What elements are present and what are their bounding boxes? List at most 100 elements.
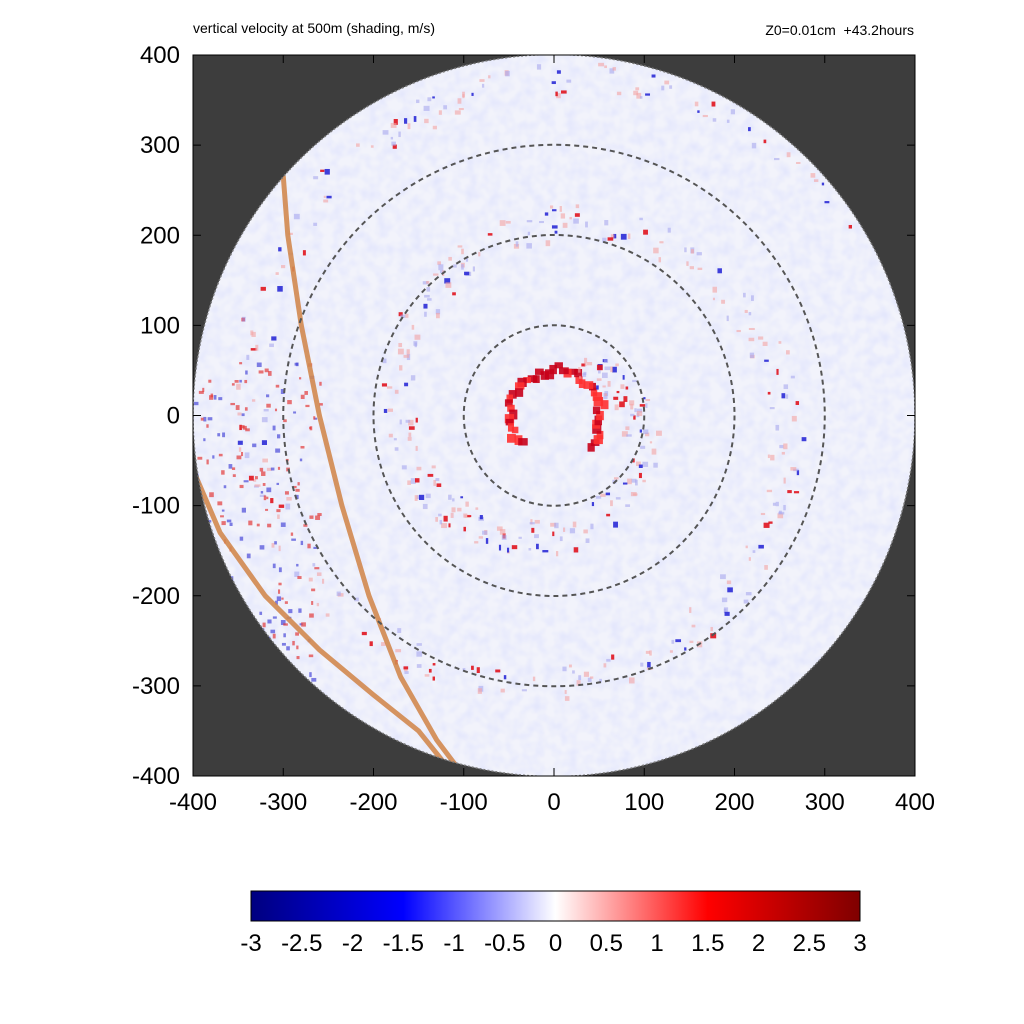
coastline [280, 174, 467, 776]
velocity-cell [566, 79, 572, 83]
velocity-cell [263, 495, 267, 501]
eyewall-cell [505, 418, 514, 426]
velocity-cell [560, 213, 566, 219]
velocity-cell [651, 74, 656, 78]
velocity-cell [630, 413, 635, 417]
velocity-cell [324, 168, 330, 175]
velocity-cell [254, 484, 261, 487]
range-rings [282, 143, 826, 688]
velocity-cell [439, 519, 443, 525]
colorbar-ticks: -3 -2.5 -2 -1.5 -1 -0.5 0 0.5 1 1.5 2 2.5 3 [240, 930, 866, 957]
velocity-cell [579, 375, 582, 379]
velocity-cell [250, 348, 257, 351]
velocity-cell [336, 591, 341, 596]
velocity-cell [303, 524, 308, 527]
velocity-cell [556, 93, 561, 99]
velocity-cell [423, 105, 430, 111]
velocity-cell [319, 403, 323, 406]
velocity-cell [415, 445, 418, 451]
velocity-cell [596, 364, 603, 371]
velocity-cell [810, 173, 816, 178]
velocity-cell [781, 393, 786, 399]
velocity-cell [636, 410, 643, 417]
velocity-cell [404, 118, 408, 124]
velocity-cell [783, 504, 786, 511]
velocity-cell [598, 62, 605, 67]
velocity-cell [265, 508, 269, 511]
velocity-cell [768, 521, 773, 524]
velocity-cell [294, 571, 300, 577]
velocity-cell [354, 597, 359, 602]
velocity-cell [689, 607, 692, 613]
velocity-cell [463, 526, 466, 532]
velocity-cell [610, 234, 615, 239]
velocity-cell [721, 597, 728, 603]
velocity-cell [405, 419, 411, 423]
velocity-cell [616, 390, 620, 394]
velocity-cell [311, 588, 316, 592]
velocity-cell [530, 519, 533, 525]
velocity-cell [259, 545, 265, 550]
velocity-cell [424, 294, 430, 298]
velocity-cell [479, 79, 485, 82]
range-ring [282, 143, 826, 688]
velocity-cell [599, 678, 602, 683]
velocity-cell [776, 368, 779, 375]
velocity-cell [297, 482, 300, 486]
velocity-cell [457, 507, 462, 512]
velocity-cell [775, 501, 779, 507]
colorbar-tick-label: -2 [342, 930, 363, 957]
velocity-cell [422, 281, 429, 285]
velocity-cell [758, 336, 764, 340]
velocity-cell [696, 252, 702, 256]
velocity-cell [569, 216, 572, 220]
velocity-cell [448, 494, 452, 500]
velocity-cell [627, 233, 631, 239]
velocity-cell [254, 476, 258, 480]
velocity-cell [435, 309, 441, 315]
velocity-cell [438, 264, 444, 271]
velocity-cell [536, 543, 539, 550]
y-tick-label: -200 [132, 583, 180, 610]
velocity-cell [568, 664, 572, 668]
velocity-cell [578, 367, 581, 373]
velocity-cell [791, 415, 797, 422]
velocity-cell [276, 434, 281, 439]
velocity-cell [625, 426, 630, 431]
x-tick-label: 200 [714, 789, 754, 816]
velocity-cell [262, 458, 268, 463]
velocity-cell [246, 354, 250, 360]
velocity-cell [636, 461, 641, 467]
velocity-cell [763, 522, 770, 528]
velocity-cell [300, 540, 304, 546]
velocity-cell [526, 243, 532, 249]
velocity-cell [240, 451, 244, 457]
velocity-cell [573, 547, 579, 553]
velocity-cell [642, 461, 649, 467]
velocity-cell [240, 425, 245, 429]
velocity-cell [659, 241, 664, 244]
velocity-cell [206, 424, 209, 428]
velocity-cell [280, 265, 286, 269]
velocity-cell [612, 67, 616, 71]
velocity-cell [422, 503, 428, 510]
velocity-cell [639, 429, 643, 433]
velocity-cell [726, 119, 730, 123]
eyewall-cell [596, 430, 604, 440]
velocity-cell [645, 650, 650, 654]
velocity-cell [743, 599, 749, 604]
velocity-cell [260, 491, 264, 494]
velocity-cell [283, 623, 288, 626]
velocity-cell [545, 240, 551, 247]
velocity-cell [315, 515, 321, 520]
eyewall-cell [600, 400, 609, 410]
velocity-cell [290, 532, 294, 536]
velocity-cell [221, 470, 225, 475]
velocity-cell [433, 273, 439, 276]
velocity-cell [595, 495, 602, 499]
velocity-cell [643, 229, 648, 235]
velocity-cell [551, 81, 556, 85]
eyewall-cell [540, 371, 549, 380]
velocity-cell [751, 295, 754, 301]
velocity-cell [424, 311, 427, 317]
